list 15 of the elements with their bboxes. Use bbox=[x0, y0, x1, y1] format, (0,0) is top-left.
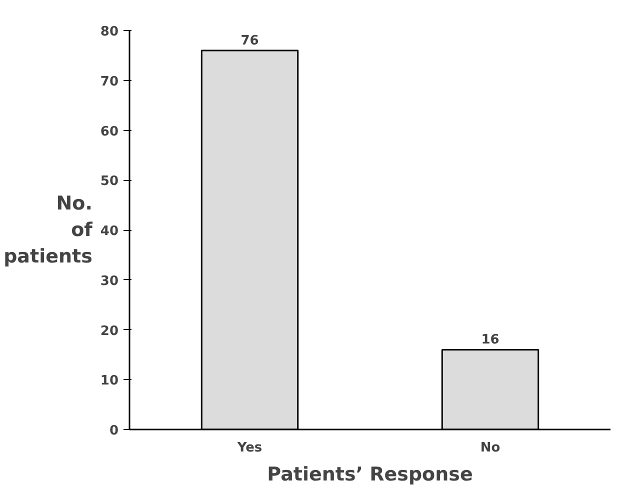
data-label: 16 bbox=[481, 332, 500, 348]
y-tick-label: 50 bbox=[100, 174, 119, 190]
y-tick-label: 0 bbox=[109, 424, 118, 438]
y-tick-label: 40 bbox=[100, 224, 119, 239]
y-tick-label: 20 bbox=[100, 324, 119, 339]
x-tick-label: Yes bbox=[236, 440, 262, 456]
y-tick-label: 30 bbox=[100, 274, 119, 289]
x-tick-label: No bbox=[480, 440, 500, 456]
y-tick-label: 70 bbox=[100, 74, 119, 90]
y-tick-label: 60 bbox=[100, 124, 119, 140]
data-label: 76 bbox=[240, 33, 259, 48]
y-tick-label: 10 bbox=[100, 374, 119, 389]
y-axis-title: No. of patients bbox=[4, 192, 94, 268]
y-tick-label: 80 bbox=[100, 24, 119, 40]
x-axis-title: Patients’ Response bbox=[267, 464, 473, 486]
